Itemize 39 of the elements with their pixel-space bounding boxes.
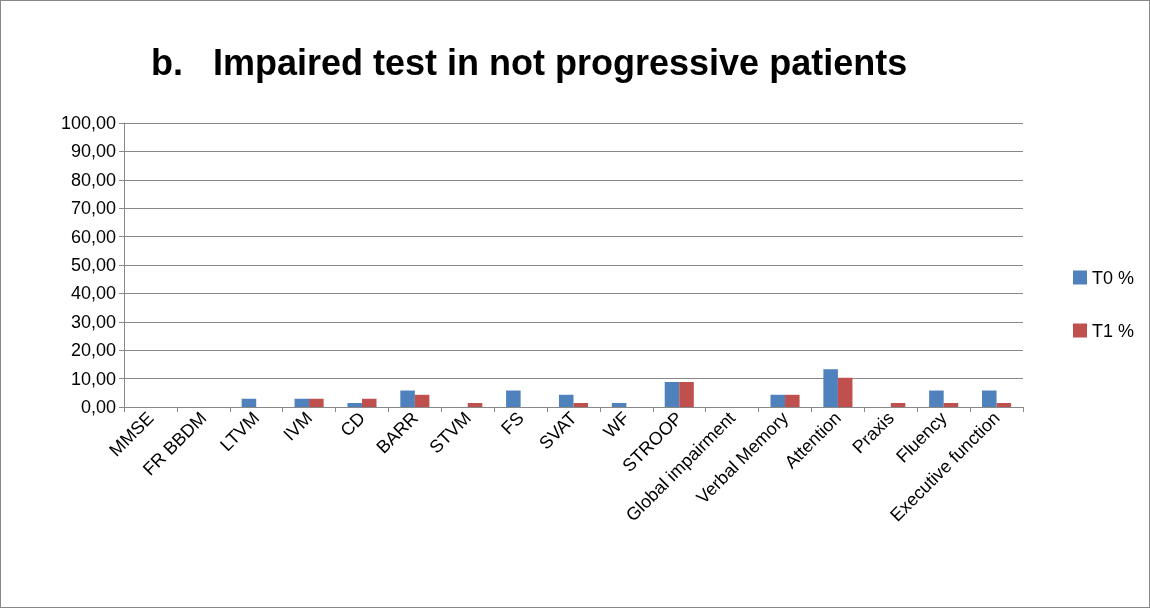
legend-label: T0 % bbox=[1091, 267, 1134, 288]
y-tick-label: 50,00 bbox=[70, 255, 116, 275]
legend-label: T1 % bbox=[1091, 320, 1134, 341]
bar bbox=[309, 398, 324, 407]
bar bbox=[929, 390, 944, 407]
y-tick-label: 10,00 bbox=[70, 368, 116, 389]
bar bbox=[361, 398, 377, 407]
bar bbox=[770, 394, 786, 407]
bar bbox=[890, 403, 906, 407]
y-tick-label: 20,00 bbox=[70, 340, 116, 361]
bar bbox=[467, 403, 483, 407]
y-tick-label: 80,00 bbox=[70, 169, 116, 190]
bar bbox=[400, 390, 415, 407]
bar bbox=[785, 394, 800, 407]
y-tick-label: 90,00 bbox=[70, 141, 116, 162]
bar bbox=[414, 394, 430, 407]
bar bbox=[823, 369, 838, 407]
bar bbox=[664, 382, 680, 407]
bar bbox=[506, 390, 521, 407]
bar bbox=[611, 403, 627, 407]
x-tick-label: FS bbox=[497, 407, 528, 439]
bar bbox=[982, 390, 997, 407]
y-tick-label: 60,00 bbox=[70, 226, 116, 247]
x-tick-label: CD bbox=[336, 407, 370, 441]
bar bbox=[347, 403, 362, 407]
bar bbox=[294, 398, 310, 407]
y-tick-label: 40,00 bbox=[70, 283, 116, 304]
y-tick-label: 30,00 bbox=[70, 311, 116, 332]
chart-title: b. Impaired test in not progressive patients bbox=[151, 41, 908, 83]
bar bbox=[558, 394, 574, 407]
bar bbox=[679, 382, 694, 407]
x-tick-label: IVM bbox=[279, 407, 317, 445]
bar bbox=[241, 398, 257, 407]
y-tick-label: 100,00 bbox=[60, 113, 116, 133]
bar bbox=[573, 403, 589, 407]
y-tick-label: 70,00 bbox=[70, 198, 116, 219]
bar bbox=[996, 403, 1012, 407]
bar bbox=[943, 403, 959, 407]
bar bbox=[837, 377, 853, 407]
